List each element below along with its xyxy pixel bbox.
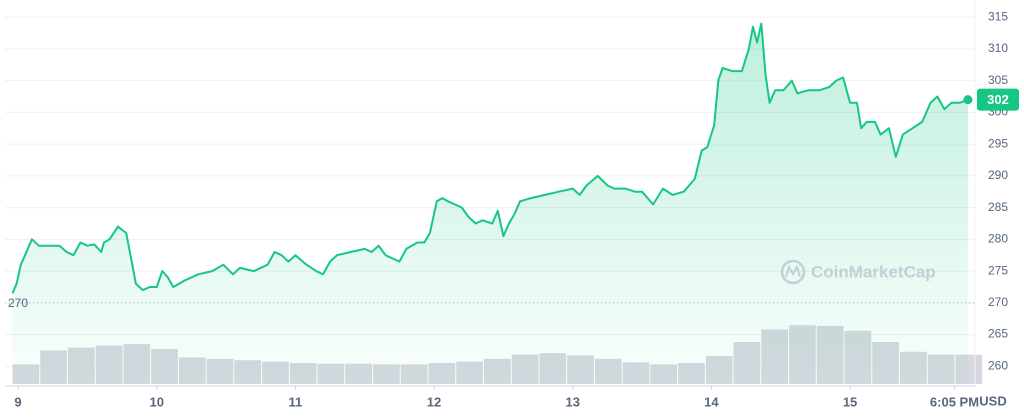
- x-tick-label: 14: [704, 394, 719, 409]
- x-tick-label: 15: [843, 394, 857, 409]
- price-badge: [977, 88, 1019, 111]
- currency-label: USD: [979, 393, 1006, 408]
- y-tick-label: 280: [988, 232, 1008, 246]
- x-tick-label: 9: [14, 394, 21, 409]
- y-tick-label: 310: [988, 41, 1008, 55]
- watermark-text: CoinMarketCap: [811, 262, 936, 281]
- baseline-label: 270: [8, 296, 28, 310]
- y-tick-label: 265: [988, 327, 1008, 341]
- price-badge-label: 302: [987, 92, 1009, 107]
- x-tick-label: 12: [427, 394, 441, 409]
- current-dot: [963, 95, 973, 105]
- y-tick-label: 260: [988, 358, 1008, 372]
- y-tick-label: 305: [988, 73, 1008, 87]
- y-tick-label: 270: [988, 295, 1008, 309]
- y-tick-label: 275: [988, 263, 1008, 277]
- price-line: [11, 22, 969, 294]
- x-tick-label: 11: [289, 394, 303, 409]
- y-tick-label: 285: [988, 200, 1008, 214]
- watermark: CoinMarketCap: [780, 259, 936, 285]
- x-tick-label: 13: [565, 394, 579, 409]
- y-tick-label: 315: [988, 9, 1008, 23]
- watermark-logo: [780, 259, 806, 285]
- price-area: [12, 23, 968, 386]
- y-tick-label: 295: [988, 136, 1008, 150]
- x-tick-label: 10: [149, 394, 163, 409]
- y-tick-label: 290: [988, 168, 1008, 182]
- price-area: [12, 23, 968, 386]
- x-tick-label: 6:05 PM: [930, 394, 979, 409]
- watermark-logo-mark: [785, 264, 801, 278]
